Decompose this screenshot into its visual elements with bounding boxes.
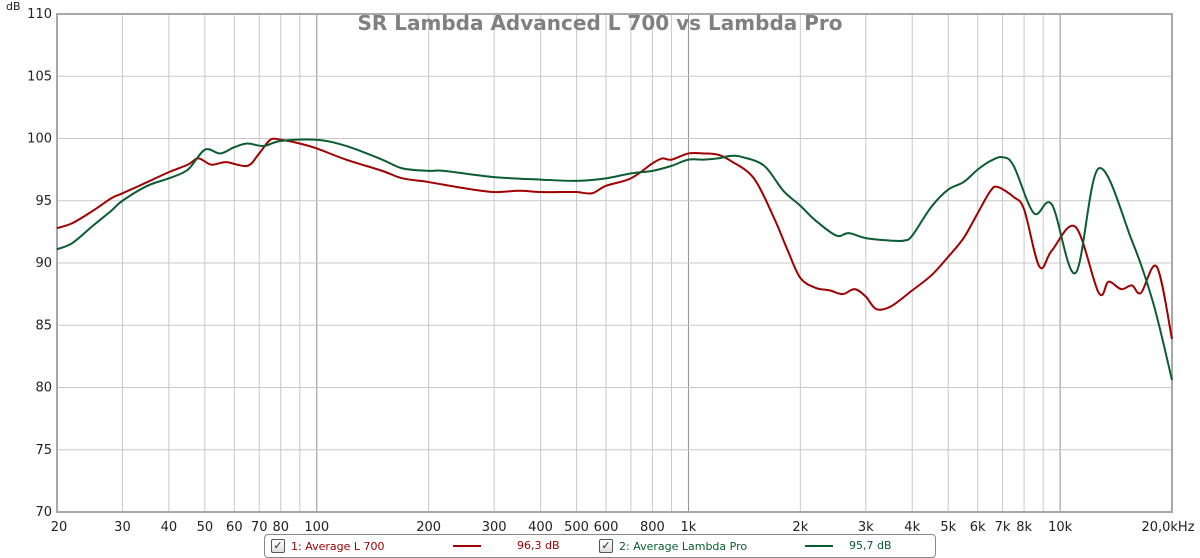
x-tick-label: 7k xyxy=(995,520,1011,534)
x-tick-label: 500 xyxy=(564,520,589,534)
series-1-value: 96,3 dB xyxy=(517,539,560,552)
x-tick-label: 70 xyxy=(251,520,268,534)
x-tick-label: 400 xyxy=(528,520,553,534)
y-tick-label: 100 xyxy=(27,132,52,147)
x-tick-label: 200 xyxy=(416,520,441,534)
series-1-name: 1: Average L 700 xyxy=(291,539,385,553)
y-tick-label: 85 xyxy=(35,318,52,333)
x-tick-label: 20 xyxy=(51,520,68,534)
y-tick-label: 110 xyxy=(27,7,52,22)
y-tick-label: 70 xyxy=(35,505,52,520)
legend-item-lambda-pro: ✓ 2: Average Lambda Pro xyxy=(599,539,747,553)
y-axis-ticks: 70 75 80 85 90 95 100 105 110 xyxy=(27,7,52,520)
x-tick-label: 20,0kHz xyxy=(1141,520,1194,534)
legend-item-l700: ✓ 1: Average L 700 xyxy=(271,539,385,553)
series-2-swatch xyxy=(805,545,833,547)
x-tick-label: 10k xyxy=(1048,520,1073,534)
y-tick-label: 90 xyxy=(35,256,52,271)
x-tick-label: 5k xyxy=(940,520,956,534)
series-lines xyxy=(56,137,1173,381)
series-2-checkbox[interactable]: ✓ xyxy=(599,539,613,553)
x-tick-label: 60 xyxy=(226,520,243,534)
x-tick-label: 4k xyxy=(904,520,920,534)
series-2-name: 2: Average Lambda Pro xyxy=(619,539,748,553)
x-tick-label: 300 xyxy=(482,520,507,534)
chart-title: SR Lambda Advanced L 700 vs Lambda Pro xyxy=(358,11,843,35)
series-line-2 xyxy=(56,138,1173,381)
x-tick-label: 600 xyxy=(594,520,619,534)
x-axis-ticks: 20 30 40 50 60 70 80 100 200 300 400 500 600 800 1k 2k 3… xyxy=(51,520,1195,534)
series-1-swatch xyxy=(453,545,481,547)
plot-border xyxy=(56,13,1173,513)
x-tick-label: 100 xyxy=(304,520,329,534)
x-tick-label: 800 xyxy=(640,520,665,534)
x-tick-label: 1k xyxy=(681,520,697,534)
series-2-value: 95,7 dB xyxy=(849,539,892,552)
x-tick-label: 30 xyxy=(114,520,131,534)
y-tick-label: 80 xyxy=(35,381,52,396)
x-tick-label: 50 xyxy=(197,520,214,534)
legend: ✓ 1: Average L 700 96,3 dB ✓ 2: Average … xyxy=(264,534,936,558)
y-tick-label: 105 xyxy=(27,69,52,84)
y-axis-label: dB xyxy=(6,0,21,13)
x-tick-label: 6k xyxy=(970,520,986,534)
x-tick-label: 8k xyxy=(1016,520,1032,534)
series-1-checkbox[interactable]: ✓ xyxy=(271,539,285,553)
series-line-1 xyxy=(56,137,1173,340)
x-tick-label: 3k xyxy=(858,520,874,534)
x-tick-label: 40 xyxy=(161,520,178,534)
y-tick-label: 95 xyxy=(35,194,52,209)
y-tick-label: 75 xyxy=(35,443,52,458)
grid xyxy=(56,13,1173,513)
x-tick-label: 2k xyxy=(792,520,808,534)
x-tick-label: 80 xyxy=(272,520,289,534)
